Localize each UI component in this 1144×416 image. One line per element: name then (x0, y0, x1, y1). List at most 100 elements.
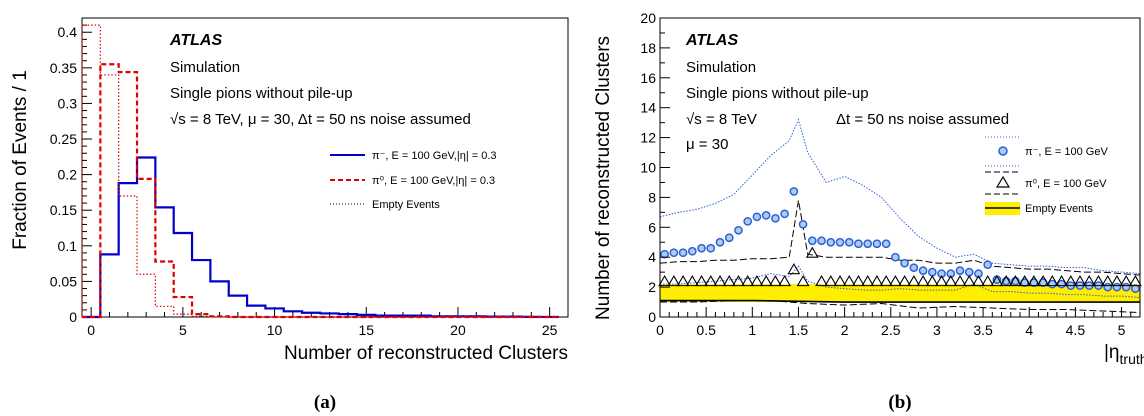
legend-label-pi-minus-b: π⁻, E = 100 GeV (1025, 146, 1108, 158)
panel-b-xtick-label: 0.5 (696, 322, 716, 338)
panel-b-xtick-label: 2 (841, 322, 849, 338)
panel-b-pi-minus-point (964, 267, 974, 277)
panel-b-pi-minus-point (983, 260, 993, 270)
panel-b-pi-minus-point (669, 248, 679, 258)
panel-b-xlabel: |ηtruth| (1104, 342, 1144, 367)
panel-b-pi-minus-point (1103, 282, 1113, 292)
panel-b-ytick-label: 8 (648, 189, 656, 205)
panel-b-pi-zero-point (852, 275, 865, 287)
panel-b-pi-minus-point (927, 267, 937, 277)
panel-b-pi-zero-point (704, 275, 718, 287)
panel-b-xtick-label: 4.5 (1066, 322, 1086, 338)
panel-a-annot-1: Simulation (170, 59, 240, 76)
panel-b-annot-4: μ = 30 (686, 136, 728, 153)
panel-a-ytick-label: 0.05 (50, 273, 77, 289)
panel-a-ytick-label: 0 (69, 309, 77, 325)
panel-a-series-2 (81, 24, 559, 318)
panel-b-ytick-label: 2 (648, 279, 656, 295)
panel-b-pi-zero-point (695, 275, 708, 287)
panel-b-annot-1: Simulation (686, 59, 756, 76)
panel-b-pi-zero-point (879, 275, 893, 287)
panel-b-xlabel-main: |η (1104, 342, 1120, 363)
panel-b-ylabel: Number of reconstructed Clusters (593, 36, 614, 320)
panel-b-pi-zero-point (870, 275, 884, 287)
panel-b-pi-zero-point (768, 275, 782, 287)
panel-b-pi-minus-point (715, 237, 725, 247)
panel-b-pi-minus-point (660, 249, 669, 259)
panel-b-pi-minus-point (900, 258, 909, 268)
panel-a: Fraction of Events / 1 0 0.05 0.1 0.15 0.2 0.… (10, 17, 569, 413)
panel-a-xlabel: Number of reconstructed Clusters (284, 343, 568, 364)
panel-b-pi-zero-point (1008, 275, 1022, 287)
panel-b-annot-2: Single pions without pile-up (686, 85, 869, 102)
panel-b-pi-zero-point (1064, 275, 1078, 287)
panel-b-pi-zero-point (1045, 275, 1059, 287)
panel-b-pi-minus-point (1121, 282, 1131, 292)
panel-b-pi-zero-point (787, 263, 801, 275)
panel-b-pi-minus-point (761, 210, 771, 220)
panel-b-pi-zero-point (999, 275, 1013, 287)
panel-b-pi-minus-point (881, 239, 891, 249)
panel-b-pi-zero-point (833, 275, 847, 287)
panel-b-xtick-label: 0 (656, 322, 664, 338)
panel-b-ytick-label: 4 (648, 249, 656, 265)
panel-b-pi-minus-point (743, 216, 753, 226)
panel-b-pi-zero-point (953, 275, 967, 287)
panel-b-pi-minus-point (955, 266, 965, 276)
panel-b-pi-zero-point (842, 275, 856, 287)
panel-b-pi-zero-point (759, 275, 773, 287)
panel-b-pi-zero-upper (659, 200, 1141, 276)
panel-b-xtick-label: 3 (933, 322, 941, 338)
panel-b-pi-minus-point (734, 225, 743, 235)
panel-b-empty-line (660, 299, 1140, 303)
panel-b-pi-zero-point (658, 275, 672, 287)
panel-b-pi-zero-point (815, 275, 828, 287)
panel-b-pi-zero-point (1110, 275, 1124, 287)
panel-a-xaxis: 0 5 10 15 20 25 (87, 307, 569, 338)
panel-b-xtick-label: 3.5 (973, 322, 993, 338)
panel-b-xtick-label: 1 (748, 322, 756, 338)
panel-b-pi-zero-point (1082, 275, 1096, 287)
panel-b-pi-minus-point (918, 266, 928, 276)
legend-marker-pi-zero (995, 175, 1011, 188)
panel-a-xtick-label: 15 (358, 322, 374, 338)
panel-b-ytick-label: 0 (648, 309, 656, 325)
panel-b-ytick-label: 16 (640, 70, 656, 86)
panel-a-ytick-label: 0.35 (50, 60, 77, 76)
panel-b-pi-minus-point (1047, 279, 1057, 289)
panel-a-ytick-label: 0.3 (58, 95, 78, 111)
panel-b: Number of reconstructed Clusters 0246810… (593, 10, 1144, 413)
panel-b-pi-zero-point (888, 275, 902, 287)
panel-b-pi-zero-point (962, 275, 976, 287)
legend-label-empty: Empty Events (372, 199, 440, 211)
panel-b-pi-minus-point (807, 236, 817, 246)
panel-b-pi-zero-point (796, 275, 810, 287)
panel-a-xtick-label: 10 (267, 322, 283, 338)
panel-b-pi-minus-point (697, 243, 706, 253)
panel-a-experiment: ATLAS (169, 32, 222, 49)
panel-b-pi-zero-point (732, 275, 745, 287)
panel-b-pi-zero-point (722, 275, 736, 287)
panel-b-pi-minus-point (891, 252, 900, 262)
panel-b-pi-minus-point (835, 237, 845, 247)
panel-b-annot-3a: √s = 8 TeV (686, 111, 757, 128)
panel-b-pi-zero-point (805, 246, 819, 258)
panel-b-ytick-label: 6 (648, 219, 656, 235)
panel-b-annot-3b: Δt = 50 ns noise assumed (836, 111, 1009, 128)
panel-a-ytick-label: 0.25 (50, 131, 77, 147)
panel-b-ytick-label: 18 (640, 40, 656, 56)
panel-b-pi-minus-point (817, 236, 826, 246)
panel-b-ytick-label: 10 (640, 160, 656, 176)
panel-a-xtick-label: 5 (179, 322, 187, 338)
panel-b-pi-zero-point (916, 275, 930, 287)
panel-b-pi-minus-point (872, 239, 882, 249)
panel-b-experiment: ATLAS (685, 32, 738, 49)
panel-b-pi-zero-point (685, 275, 699, 287)
legend-label-empty-b: Empty Events (1025, 203, 1093, 215)
panel-b-pi-zero-point (944, 275, 958, 287)
panel-b-pi-zero-point (741, 275, 755, 287)
panel-b-pi-zero-point (935, 275, 948, 287)
panel-b-xtick-label: 4 (1025, 322, 1033, 338)
legend-label-pi-zero: π⁰, E = 100 GeV,|η| = 0.3 (372, 175, 495, 187)
panel-b-pi-minus-point (678, 248, 688, 258)
